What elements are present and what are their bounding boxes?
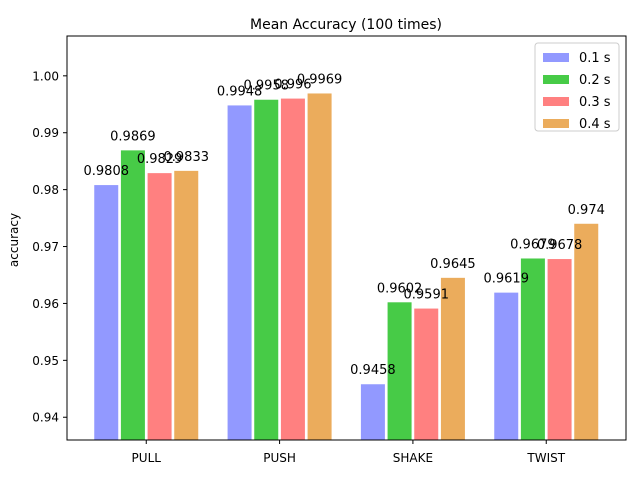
x-tick-label: PULL bbox=[132, 451, 162, 465]
data-labels-group: 0.9808 0.9948 0.9458 0.9619 0.9869 0.9958 0.96… bbox=[84, 72, 605, 378]
data-label: 0.9645 bbox=[430, 257, 476, 272]
bar-shake-series-0 bbox=[360, 384, 385, 440]
x-tick-label: TWIST bbox=[526, 451, 565, 465]
bar-push-series-3 bbox=[307, 93, 332, 440]
plot-frame bbox=[66, 35, 627, 441]
legend-label: 0.4 s bbox=[579, 117, 611, 132]
data-label: 0.9458 bbox=[350, 363, 396, 378]
data-label: 0.9869 bbox=[110, 129, 156, 144]
x-tick-label: SHAKE bbox=[393, 451, 433, 465]
data-label: 0.9969 bbox=[297, 72, 343, 87]
legend: 0.1 s 0.2 s 0.3 s 0.4 s bbox=[534, 42, 620, 132]
y-tick-label: 0.95 bbox=[32, 354, 59, 368]
legend-label: 0.3 s bbox=[579, 95, 611, 110]
bar-twist-series-0 bbox=[494, 292, 519, 440]
bar-pull-series-3 bbox=[174, 170, 199, 441]
y-tick-label: 0.98 bbox=[32, 183, 59, 197]
data-label: 0.9829 bbox=[137, 152, 183, 167]
y-tick-label: 0.97 bbox=[32, 240, 59, 254]
bar-pull-series-1 bbox=[120, 150, 145, 440]
bar-pull-series-0 bbox=[94, 185, 119, 440]
legend-swatch bbox=[543, 119, 569, 128]
bar-push-series-0 bbox=[227, 105, 252, 441]
data-label: 0.9948 bbox=[217, 84, 263, 99]
bar-shake-series-3 bbox=[440, 277, 465, 440]
bar-twist-series-3 bbox=[574, 223, 599, 440]
bar-push-series-1 bbox=[254, 99, 279, 440]
legend-box bbox=[534, 42, 620, 132]
legend-label: 0.1 s bbox=[579, 51, 611, 66]
data-label: 0.9591 bbox=[404, 288, 450, 303]
bar-twist-series-1 bbox=[520, 258, 545, 440]
bar-shake-series-1 bbox=[387, 302, 412, 440]
data-label: 0.9958 bbox=[244, 79, 290, 94]
data-label: 0.9678 bbox=[537, 238, 583, 253]
bar-push-series-2 bbox=[280, 98, 305, 440]
data-label: 0.9833 bbox=[164, 150, 210, 165]
y-tick-label: 0.96 bbox=[32, 297, 59, 311]
chart-title: Mean Accuracy (100 times) bbox=[250, 17, 442, 33]
data-label: 0.9808 bbox=[84, 164, 130, 179]
legend-swatch bbox=[543, 53, 569, 62]
bar-shake-series-2 bbox=[414, 308, 439, 440]
data-label: 0.9679 bbox=[510, 237, 556, 252]
legend-swatch bbox=[543, 97, 569, 106]
y-tick-label: 0.99 bbox=[32, 126, 59, 140]
legend-label: 0.2 s bbox=[579, 73, 611, 88]
y-axis-label: accuracy bbox=[7, 213, 21, 267]
bar-pull-series-2 bbox=[147, 173, 172, 440]
x-tick-label: PUSH bbox=[263, 451, 296, 465]
axes-group: 0.94 0.95 0.96 0.97 0.98 0.99 1.00 PULL PUSH SHAK… bbox=[32, 35, 627, 465]
data-label: 0.974 bbox=[568, 203, 605, 218]
y-tick-label: 0.94 bbox=[32, 411, 59, 425]
legend-swatch bbox=[543, 75, 569, 84]
bars-group bbox=[94, 93, 599, 441]
data-label: 0.996 bbox=[274, 78, 311, 93]
data-label: 0.9619 bbox=[483, 272, 529, 287]
data-label: 0.9602 bbox=[377, 281, 423, 296]
y-tick-label: 1.00 bbox=[32, 69, 59, 83]
bar-twist-series-2 bbox=[547, 259, 572, 440]
